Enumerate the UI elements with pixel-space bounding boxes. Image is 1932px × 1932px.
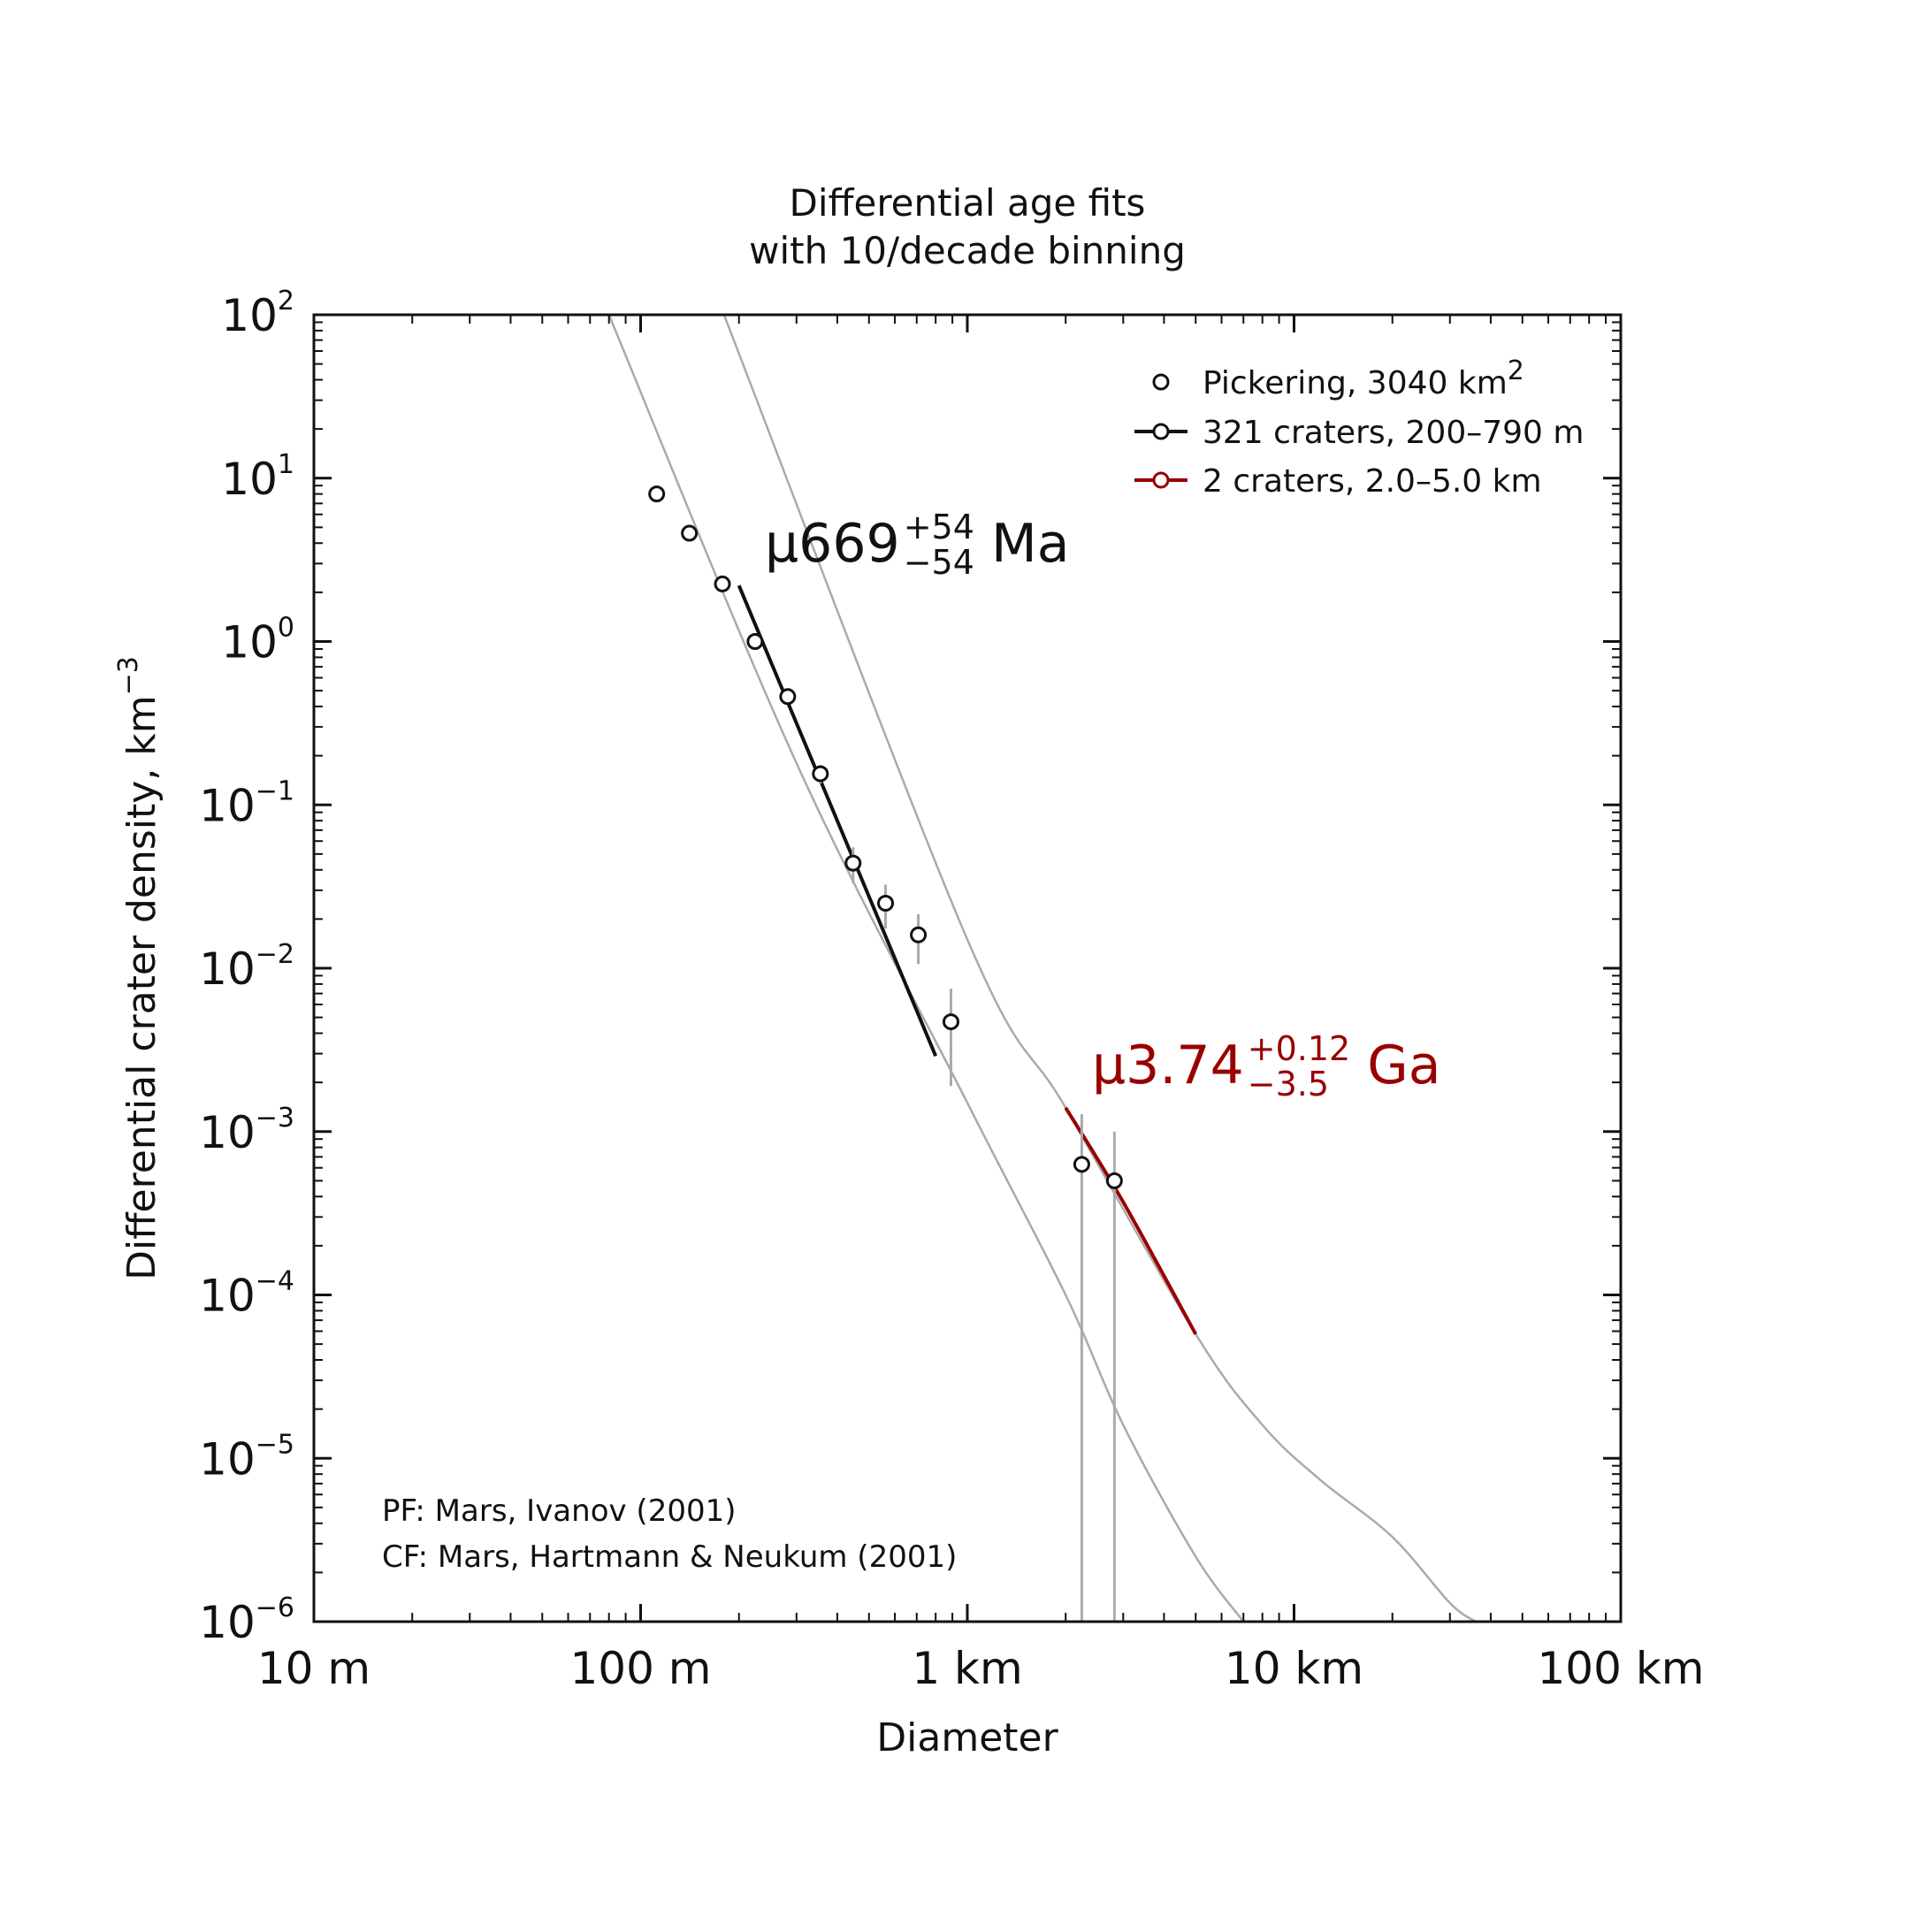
y-tick-base: 10 — [221, 617, 278, 668]
fit-line-2 — [1064, 1106, 1198, 1335]
y-tick-label-2: 101 — [221, 449, 294, 505]
legend-label-observations-text: Pickering, 3040 km — [1203, 365, 1508, 401]
legend-item-observations: Pickering, 3040 km2 — [1152, 355, 1524, 401]
y-tick-label-3: 100 — [221, 613, 294, 668]
y-tick-label-9: 10−6 — [199, 1592, 294, 1648]
legend-label-fit-1: 321 craters, 200–790 m — [1203, 415, 1584, 451]
data-point-2 — [681, 524, 699, 542]
y-tick-label-1: 102 — [221, 286, 294, 341]
x-tick-label-4: 10 km — [1225, 1643, 1363, 1694]
y-tick-exponent: 2 — [278, 286, 294, 317]
data-point-4 — [746, 633, 764, 650]
y-tick-exponent: −1 — [256, 775, 294, 806]
chart-title: Differential age fits with 10/decade bin… — [749, 181, 1186, 272]
data-point-9 — [910, 926, 928, 943]
x-tick-label-1: 10 m — [257, 1643, 370, 1694]
y-tick-base: 10 — [221, 454, 278, 505]
y-tick-base: 10 — [199, 780, 256, 831]
y-axis-title-exponent: −3 — [113, 656, 144, 695]
production-function-note: PF: Mars, Ivanov (2001) — [382, 1493, 736, 1529]
y-axis-title: Differential crater density, km−3 — [113, 656, 164, 1280]
chart-title-line-1: Differential age fits — [790, 181, 1146, 225]
fit-label-unit: Ga — [1350, 1035, 1440, 1096]
legend-marker-circle — [1152, 373, 1170, 391]
fit-lines — [737, 584, 1198, 1335]
data-points — [648, 485, 1123, 1189]
y-tick-label-4: 10−1 — [199, 775, 294, 831]
chronology-function-note: CF: Mars, Hartmann & Neukum (2001) — [382, 1539, 957, 1575]
y-tick-label-5: 10−2 — [199, 939, 294, 995]
legend-label-observations: Pickering, 3040 km2 — [1203, 355, 1524, 401]
y-tick-base: 10 — [221, 290, 278, 341]
data-point-10 — [942, 1013, 959, 1031]
y-tick-exponent: 1 — [278, 449, 294, 480]
y-tick-label-6: 10−3 — [199, 1103, 294, 1158]
data-point-7 — [844, 854, 862, 872]
data-point-12 — [1105, 1172, 1123, 1189]
y-tick-exponent: −5 — [256, 1429, 294, 1460]
fit-line-1 — [737, 584, 938, 1058]
x-tick-label-2: 100 m — [569, 1643, 711, 1694]
isochron-curve-1 — [607, 315, 1245, 1622]
y-axis-title-text: Differential crater density, km — [119, 695, 164, 1280]
data-point-5 — [779, 688, 797, 706]
fit-label-value: μ669 — [765, 513, 900, 575]
fit-label-upper-error: +0.12 — [1248, 1029, 1350, 1068]
y-tick-base: 10 — [199, 1433, 256, 1485]
chart-title-line-2: with 10/decade binning — [749, 229, 1186, 272]
x-tick-label-3: 1 km — [912, 1643, 1022, 1694]
y-tick-label-8: 10−5 — [199, 1429, 294, 1485]
fit-label-value: μ3.74 — [1092, 1035, 1244, 1096]
x-tick-label-5: 100 km — [1538, 1643, 1705, 1694]
fit-label-unit: Ma — [974, 513, 1070, 575]
isochron-curves — [607, 315, 1477, 1622]
isochron-curve-2 — [722, 315, 1477, 1622]
data-point-3 — [714, 575, 731, 592]
legend-label-observations-sup: 2 — [1508, 355, 1524, 386]
data-point-8 — [877, 894, 895, 912]
data-point-1 — [648, 485, 666, 503]
y-tick-exponent: −3 — [256, 1103, 294, 1134]
data-point-6 — [812, 765, 829, 783]
fit-label-lower-error: −54 — [904, 543, 974, 582]
x-tick-labels: 10 m 100 m 1 km 10 km 100 km — [257, 1643, 1705, 1694]
fit-label-2: μ3.74 +0.12−3.5 Ga — [1092, 1029, 1441, 1103]
fit-label-1: μ669 +54−54 Ma — [765, 508, 1070, 582]
y-tick-exponent: −4 — [256, 1266, 294, 1297]
legend-label-fit-2: 2 craters, 2.0–5.0 km — [1203, 463, 1542, 500]
fit-labels: μ669 +54−54 Ma μ3.74 +0.12−3.5 Ga — [765, 508, 1441, 1103]
y-tick-exponent: −6 — [256, 1592, 294, 1623]
y-tick-exponent: 0 — [278, 613, 294, 644]
minor-ticks — [314, 315, 1621, 1622]
fit-label-upper-error: +54 — [904, 508, 974, 546]
error-bars — [655, 490, 1116, 1622]
y-tick-exponent: −2 — [256, 939, 294, 970]
legend-marker-fit-1 — [1152, 423, 1170, 440]
fit-label-lower-error: −3.5 — [1248, 1065, 1329, 1103]
y-tick-base: 10 — [199, 1271, 256, 1322]
major-ticks — [312, 313, 1623, 1623]
y-tick-base: 10 — [199, 943, 256, 995]
legend-marker-fit-2 — [1152, 471, 1170, 489]
y-tick-label-7: 10−4 — [199, 1266, 294, 1322]
legend: Pickering, 3040 km2 321 craters, 200–790… — [1134, 355, 1584, 500]
x-axis-title: Diameter — [876, 1715, 1058, 1760]
source-notes: PF: Mars, Ivanov (2001) CF: Mars, Hartma… — [382, 1493, 957, 1575]
legend-item-fit-1: 321 craters, 200–790 m — [1134, 415, 1584, 451]
data-point-11 — [1073, 1156, 1090, 1173]
y-tick-base: 10 — [199, 1597, 256, 1648]
legend-item-fit-2: 2 craters, 2.0–5.0 km — [1134, 463, 1542, 500]
y-tick-base: 10 — [199, 1107, 256, 1158]
